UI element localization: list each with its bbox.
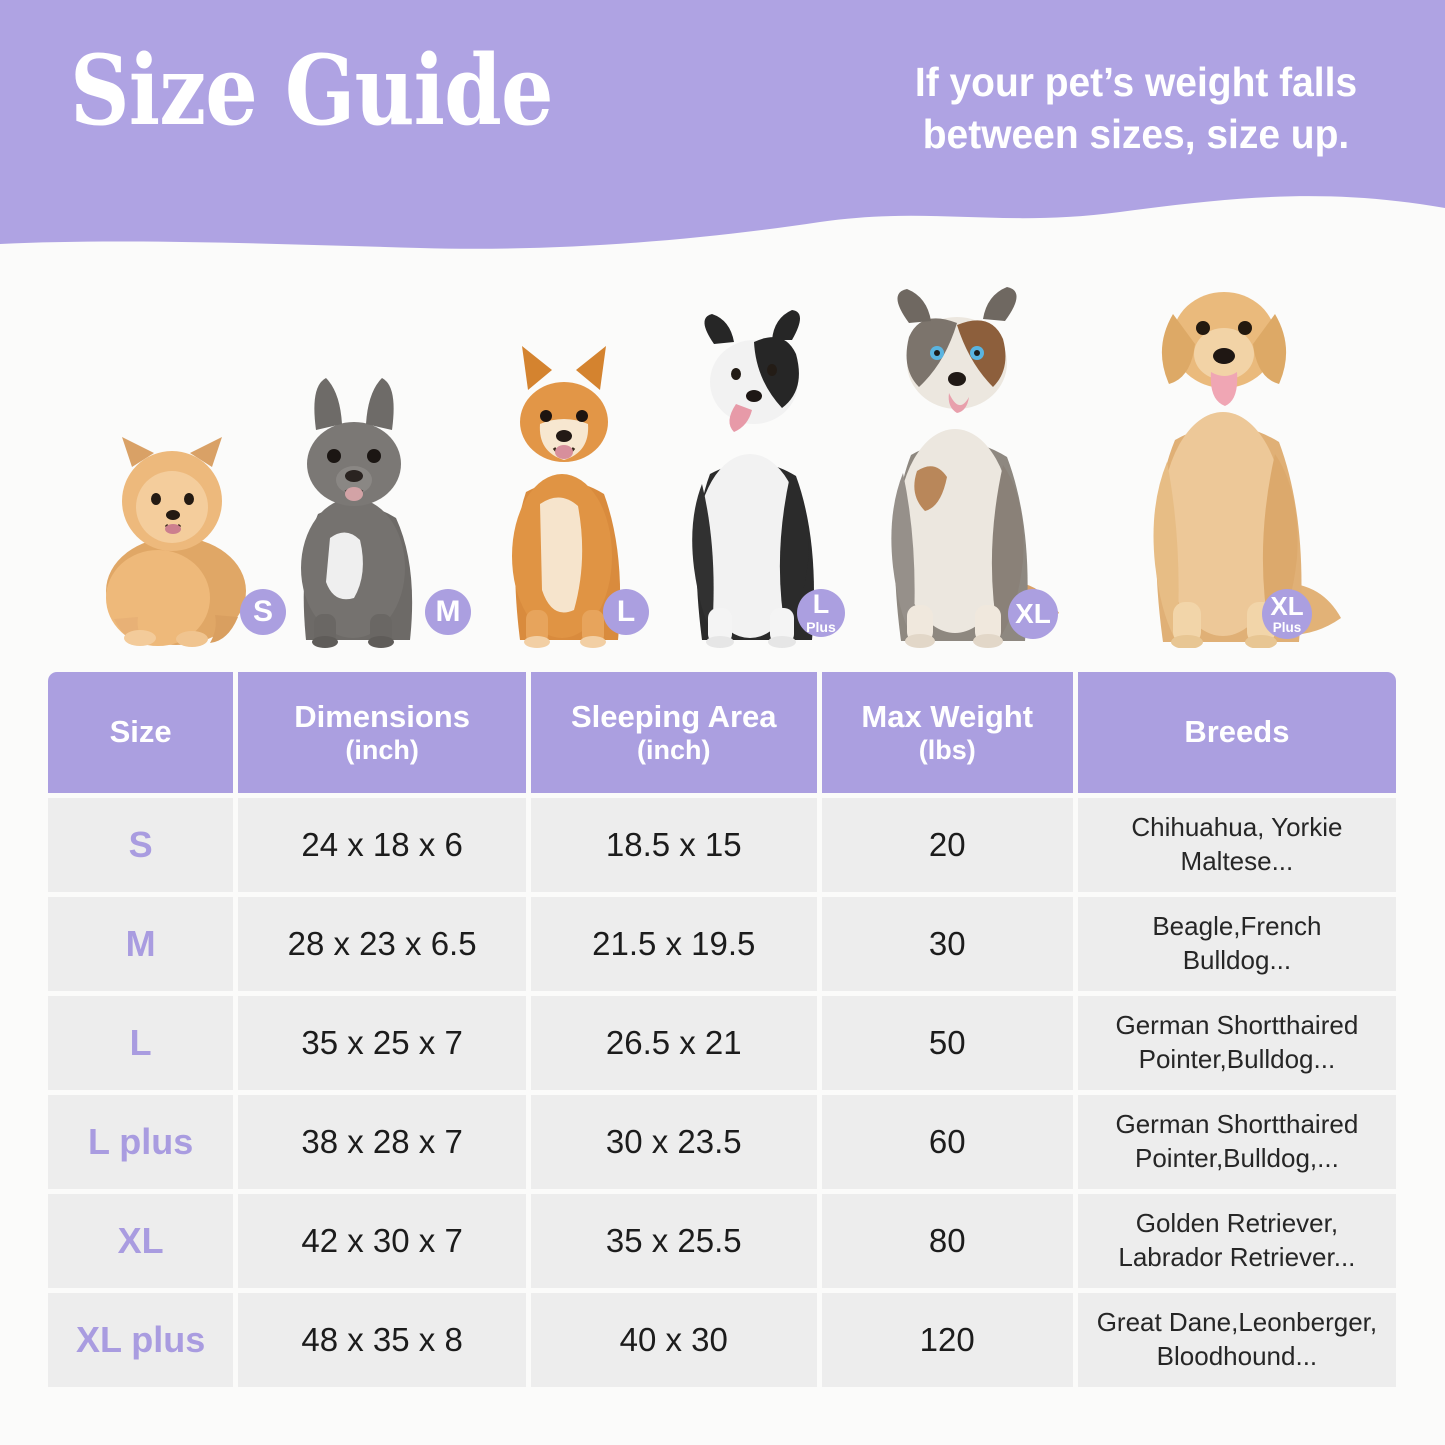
dog-french-bulldog bbox=[258, 368, 448, 648]
row-dimensions: 42 x 30 x 7 bbox=[238, 1194, 526, 1288]
row-breeds-line-2: Maltese... bbox=[1180, 846, 1294, 876]
row-breeds: German Shortthaired Pointer,Bulldog,... bbox=[1077, 1095, 1396, 1189]
row-breeds: German Shortthaired Pointer,Bulldog... bbox=[1077, 996, 1396, 1090]
dog-pomeranian bbox=[88, 433, 263, 648]
row-size-label: XL plus bbox=[48, 1293, 234, 1387]
row-breeds-line-1: German Shortthaired bbox=[1115, 1109, 1359, 1140]
row-breeds-line-1: Beagle,French bbox=[1152, 911, 1322, 942]
dog-size-lineup: S M bbox=[0, 248, 1445, 648]
column-header-max-weight: Max Weight (lbs) bbox=[821, 672, 1073, 793]
size-badge-s-label: S bbox=[252, 595, 273, 628]
dog-australian-shepherd bbox=[845, 283, 1075, 648]
subtitle-line-1: If your pet’s weight falls bbox=[914, 59, 1358, 105]
subtitle-line-2: between sizes, size up. bbox=[922, 111, 1350, 158]
row-sleeping-area: 26.5 x 21 bbox=[530, 996, 817, 1090]
column-header-sleeping-area-title: Sleeping Area bbox=[570, 699, 777, 735]
row-max-weight: 50 bbox=[821, 996, 1073, 1090]
row-size-label: S bbox=[48, 798, 234, 892]
row-dimensions: 24 x 18 x 6 bbox=[238, 798, 526, 892]
row-size-label: XL bbox=[48, 1194, 234, 1288]
table-row: L plus 38 x 28 x 7 30 x 23.5 60 German S… bbox=[48, 1095, 1396, 1189]
row-breeds-line-1: Chihuahua, Yorkie bbox=[1131, 812, 1343, 843]
row-breeds-line-1: Great Dane,Leonberger, bbox=[1096, 1307, 1378, 1338]
row-breeds-line-1: Golden Retriever, bbox=[1135, 1208, 1339, 1239]
header-subtitle: If your pet’s weight falls between sizes… bbox=[889, 56, 1383, 161]
row-max-weight: 30 bbox=[821, 897, 1073, 991]
row-dimensions: 48 x 35 x 8 bbox=[238, 1293, 526, 1387]
table-row: XL plus 48 x 35 x 8 40 x 30 120 Great Da… bbox=[48, 1293, 1396, 1387]
row-breeds-line-2: Bulldog... bbox=[1182, 945, 1292, 975]
row-breeds-line-1: German Shortthaired bbox=[1115, 1010, 1359, 1041]
table-row: L 35 x 25 x 7 26.5 x 21 50 German Shortt… bbox=[48, 996, 1396, 1090]
size-badge-l-plus-sub: Plus bbox=[806, 619, 836, 636]
row-sleeping-area: 35 x 25.5 bbox=[530, 1194, 817, 1288]
size-badge-s: S bbox=[240, 589, 286, 635]
size-badge-xl-plus: XL Plus bbox=[1262, 589, 1312, 639]
column-header-size: Size bbox=[48, 672, 234, 793]
row-size-label: M bbox=[48, 897, 234, 991]
row-breeds: Great Dane,Leonberger, Bloodhound... bbox=[1077, 1293, 1396, 1387]
size-badge-m-label: M bbox=[435, 595, 461, 628]
dog-golden-retriever bbox=[1105, 258, 1345, 648]
dog-shiba-inu bbox=[470, 338, 655, 648]
table-header-row: Size Dimensions (inch) Sleeping Area (in… bbox=[48, 672, 1396, 793]
column-header-breeds: Breeds bbox=[1077, 672, 1396, 793]
column-header-max-weight-unit: (lbs) bbox=[918, 734, 976, 765]
row-breeds: Chihuahua, Yorkie Maltese... bbox=[1077, 798, 1396, 892]
size-guide-table: Size Dimensions (inch) Sleeping Area (in… bbox=[48, 672, 1396, 1392]
page-title: Size Guide bbox=[70, 34, 554, 147]
row-breeds-line-2: Pointer,Bulldog,... bbox=[1135, 1143, 1339, 1173]
row-sleeping-area: 40 x 30 bbox=[530, 1293, 817, 1387]
row-dimensions: 38 x 28 x 7 bbox=[238, 1095, 526, 1189]
header-wave-shape bbox=[0, 0, 1445, 249]
row-breeds-line-2: Pointer,Bulldog... bbox=[1138, 1044, 1336, 1074]
row-dimensions: 35 x 25 x 7 bbox=[238, 996, 526, 1090]
column-header-dimensions: Dimensions (inch) bbox=[238, 672, 526, 793]
size-badge-xl-plus-label: XL bbox=[1270, 591, 1304, 622]
row-size-label: L plus bbox=[48, 1095, 234, 1189]
size-badge-m: M bbox=[425, 589, 471, 635]
column-header-dimensions-title: Dimensions bbox=[294, 699, 470, 735]
row-max-weight: 60 bbox=[821, 1095, 1073, 1189]
row-breeds: Beagle,French Bulldog... bbox=[1077, 897, 1396, 991]
size-badge-l-label: L bbox=[616, 595, 636, 628]
column-header-sleeping-area-unit: (inch) bbox=[637, 734, 711, 765]
column-header-max-weight-title: Max Weight bbox=[861, 699, 1034, 735]
row-max-weight: 120 bbox=[821, 1293, 1073, 1387]
size-badge-xl-label: XL bbox=[1015, 598, 1051, 629]
row-max-weight: 20 bbox=[821, 798, 1073, 892]
table-row: XL 42 x 30 x 7 35 x 25.5 80 Golden Retri… bbox=[48, 1194, 1396, 1288]
row-size-label: L bbox=[48, 996, 234, 1090]
row-max-weight: 80 bbox=[821, 1194, 1073, 1288]
dog-border-collie bbox=[650, 308, 850, 648]
column-header-size-title: Size bbox=[109, 714, 172, 750]
row-dimensions: 28 x 23 x 6.5 bbox=[238, 897, 526, 991]
column-header-breeds-title: Breeds bbox=[1184, 714, 1290, 750]
size-badge-l: L bbox=[603, 589, 649, 635]
row-breeds: Golden Retriever, Labrador Retriever... bbox=[1077, 1194, 1396, 1288]
table-row: M 28 x 23 x 6.5 21.5 x 19.5 30 Beagle,Fr… bbox=[48, 897, 1396, 991]
size-badge-xl: XL bbox=[1008, 589, 1058, 639]
row-sleeping-area: 18.5 x 15 bbox=[530, 798, 817, 892]
row-sleeping-area: 21.5 x 19.5 bbox=[530, 897, 817, 991]
table-row: S 24 x 18 x 6 18.5 x 15 20 Chihuahua, Yo… bbox=[48, 798, 1396, 892]
size-badge-xl-plus-sub: Plus bbox=[1272, 620, 1302, 636]
page-header: Size Guide If your pet’s weight falls be… bbox=[0, 0, 1445, 260]
size-badge-l-plus: L Plus bbox=[797, 589, 845, 637]
column-header-sleeping-area: Sleeping Area (inch) bbox=[530, 672, 817, 793]
row-sleeping-area: 30 x 23.5 bbox=[530, 1095, 817, 1189]
row-breeds-line-2: Labrador Retriever... bbox=[1118, 1242, 1356, 1272]
row-breeds-line-2: Bloodhound... bbox=[1156, 1341, 1318, 1371]
size-badge-l-plus-label: L bbox=[812, 589, 830, 620]
column-header-dimensions-unit: (inch) bbox=[345, 734, 419, 765]
